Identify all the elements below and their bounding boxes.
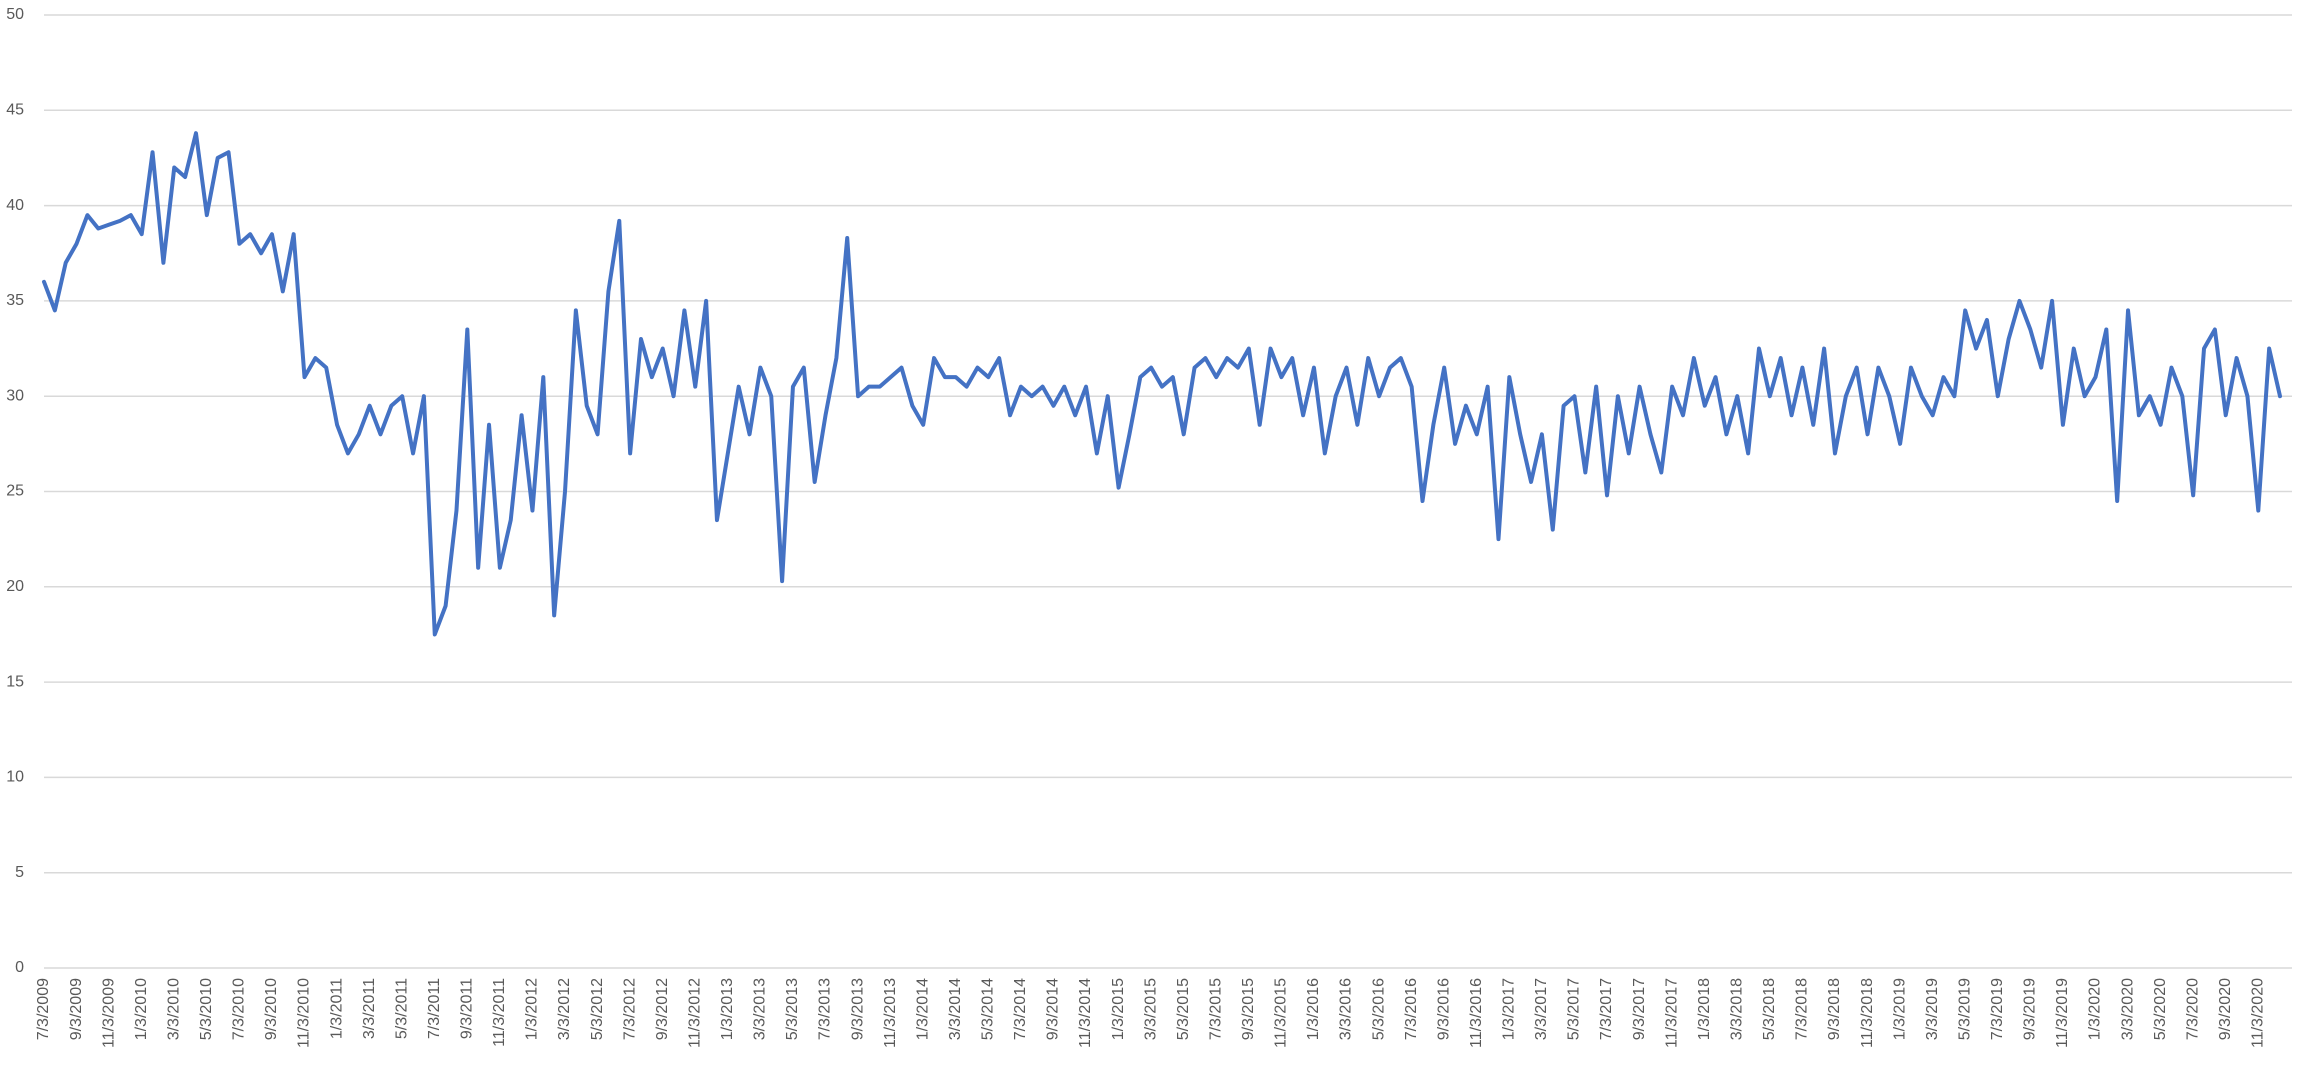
x-tick-label: 9/3/2015 [1240,978,1257,1040]
x-tick-label: 9/3/2017 [1631,978,1648,1040]
x-tick-label: 5/3/2014 [980,978,997,1040]
x-tick-label: 3/3/2010 [165,978,182,1040]
x-tick-label: 3/3/2017 [1533,978,1550,1040]
x-tick-label: 1/3/2018 [1696,978,1713,1040]
x-tick-label: 9/3/2018 [1826,978,1843,1040]
x-tick-label: 1/3/2016 [1305,978,1322,1040]
x-tick-label: 7/3/2016 [1403,978,1420,1040]
x-tick-label: 3/3/2016 [1338,978,1355,1040]
x-tick-label: 7/3/2019 [1989,978,2006,1040]
x-tick-label: 5/3/2015 [1175,978,1192,1040]
x-tick-label: 7/3/2018 [1794,978,1811,1040]
x-tick-label: 3/3/2012 [556,978,573,1040]
x-tick-label: 9/3/2013 [849,978,866,1040]
x-tick-label: 11/3/2011 [491,978,508,1047]
x-tick-label: 3/3/2019 [1924,978,1941,1040]
x-tick-label: 7/3/2009 [35,978,52,1040]
x-tick-label: 5/3/2016 [1370,978,1387,1040]
x-tick-label: 11/3/2015 [1273,978,1290,1048]
x-tick-label: 9/3/2019 [2022,978,2039,1040]
data-line [42,131,2282,637]
y-tick-label: 50 [6,6,24,23]
x-tick-label: 9/3/2016 [1435,978,1452,1040]
x-tick-label: 7/3/2015 [1207,978,1224,1040]
x-tick-label: 11/3/2009 [100,978,117,1048]
x-tick-label: 5/3/2013 [784,978,801,1040]
x-tick-label: 3/3/2018 [1729,978,1746,1040]
x-tick-label: 3/3/2011 [361,978,378,1039]
x-tick-label: 7/3/2012 [621,978,638,1040]
x-tick-label: 1/3/2011 [328,978,345,1039]
y-tick-label: 45 [6,102,24,119]
x-tick-label: 11/3/2017 [1663,978,1680,1048]
x-tick-label: 9/3/2009 [68,978,85,1040]
x-tick-label: 1/3/2020 [2087,978,2104,1040]
x-tick-label: 7/3/2014 [1012,978,1029,1040]
x-tick-label: 5/3/2012 [589,978,606,1040]
x-tick-label: 9/3/2014 [1045,978,1062,1040]
x-tick-label: 7/3/2013 [817,978,834,1040]
x-tick-label: 11/3/2010 [296,978,313,1048]
y-tick-label: 30 [6,387,24,404]
x-tick-label: 11/3/2019 [2054,978,2071,1048]
x-tick-label: 11/3/2020 [2250,978,2267,1048]
x-tick-label: 1/3/2019 [1891,978,1908,1040]
x-tick-label: 1/3/2010 [133,978,150,1040]
x-tick-label: 11/3/2013 [882,978,899,1048]
x-tick-label: 5/3/2011 [393,978,410,1039]
x-tick-label: 9/3/2011 [459,978,476,1039]
x-tick-label: 7/3/2020 [2184,978,2201,1040]
x-tick-label: 7/3/2011 [426,978,443,1039]
x-tick-label: 1/3/2015 [1110,978,1127,1040]
y-tick-label: 0 [15,959,24,976]
x-tick-label: 3/3/2013 [752,978,769,1040]
y-tick-label: 40 [6,197,24,214]
x-tick-label: 5/3/2017 [1566,978,1583,1040]
x-tick-label: 3/3/2015 [1142,978,1159,1040]
y-tick-label: 20 [6,578,24,595]
x-tick-label: 7/3/2010 [231,978,248,1040]
x-tick-label: 11/3/2018 [1859,978,1876,1048]
x-tick-label: 5/3/2018 [1761,978,1778,1040]
x-tick-label: 9/3/2012 [654,978,671,1040]
y-tick-label: 25 [6,483,24,500]
x-tick-label: 5/3/2010 [198,978,215,1040]
x-tick-label: 3/3/2014 [947,978,964,1040]
x-tick-label: 11/3/2012 [686,978,703,1048]
y-tick-label: 10 [6,769,24,786]
x-tick-label: 1/3/2014 [914,978,931,1040]
y-tick-label: 5 [15,864,24,881]
y-tick-label: 15 [6,673,24,690]
x-tick-label: 3/3/2020 [2119,978,2136,1040]
x-tick-label: 7/3/2017 [1598,978,1615,1040]
x-tick-label: 9/3/2020 [2217,978,2234,1040]
x-tick-label: 1/3/2012 [524,978,541,1040]
x-tick-label: 1/3/2017 [1501,978,1518,1040]
x-tick-label: 11/3/2016 [1468,978,1485,1048]
x-tick-label: 5/3/2020 [2152,978,2169,1040]
x-tick-label: 9/3/2010 [263,978,280,1040]
x-tick-label: 1/3/2013 [719,978,736,1040]
y-tick-label: 35 [6,292,24,309]
x-tick-label: 5/3/2019 [1956,978,1973,1040]
x-tick-label: 11/3/2014 [1077,978,1094,1048]
